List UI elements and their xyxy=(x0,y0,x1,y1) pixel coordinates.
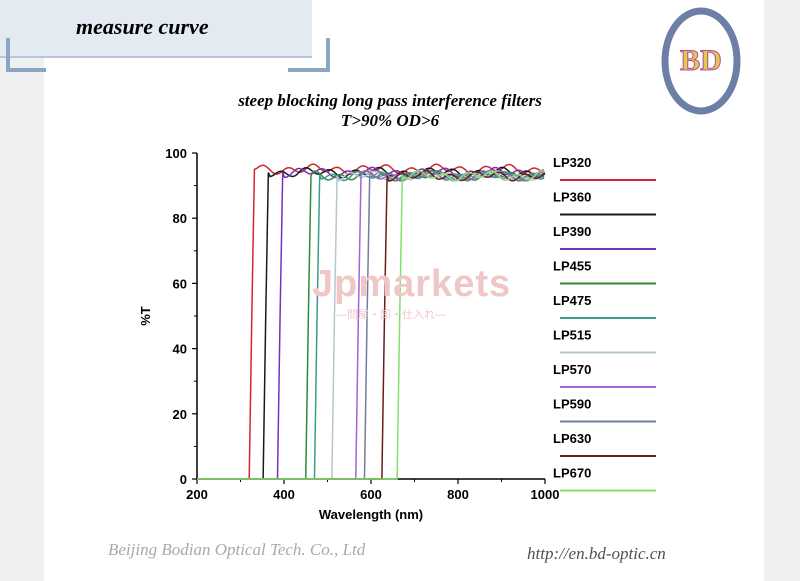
series-line-lp475 xyxy=(197,169,545,480)
x-tick-label: 1000 xyxy=(531,487,560,502)
chart-subtitle: T>90% OD>6 xyxy=(340,111,440,130)
logo-text: BD xyxy=(680,44,722,77)
legend-label-lp670: LP670 xyxy=(553,466,591,481)
header-title: measure curve xyxy=(76,14,209,39)
x-tick-label: 400 xyxy=(273,487,295,502)
legend-label-lp320: LP320 xyxy=(553,155,591,170)
series-line-lp630 xyxy=(197,169,545,480)
watermark-sub: —問屋・卸・仕入れ— xyxy=(336,309,446,321)
series-line-lp360 xyxy=(197,166,546,480)
watermark-main: Jpmarkets xyxy=(312,263,512,305)
bd-logo-icon: BD xyxy=(661,7,741,115)
legend-label-lp455: LP455 xyxy=(553,259,591,274)
legend-label-lp590: LP590 xyxy=(553,397,591,412)
header-bracket-left xyxy=(6,38,46,72)
y-tick-label: 80 xyxy=(173,211,187,226)
legend-label-lp360: LP360 xyxy=(553,190,591,205)
x-tick-label: 200 xyxy=(186,487,208,502)
y-tick-label: 60 xyxy=(173,276,187,291)
x-tick-label: 800 xyxy=(447,487,469,502)
series-line-lp590 xyxy=(197,170,544,480)
footer-url[interactable]: http://en.bd-optic.cn xyxy=(527,544,666,563)
y-tick-label: 100 xyxy=(165,146,187,161)
y-tick-label: 20 xyxy=(173,407,187,422)
left-background-strip xyxy=(0,0,44,581)
x-tick-label: 600 xyxy=(360,487,382,502)
legend-label-lp390: LP390 xyxy=(553,224,591,239)
legend-label-lp515: LP515 xyxy=(553,328,591,343)
legend-label-lp630: LP630 xyxy=(553,431,591,446)
watermark: Jpmarkets —問屋・卸・仕入れ— xyxy=(312,263,511,322)
series-line-lp670 xyxy=(197,169,546,480)
right-background-strip xyxy=(764,0,800,581)
series-line-lp515 xyxy=(197,170,545,480)
header-banner: measure curve xyxy=(0,0,312,58)
y-axis-label: %T xyxy=(138,306,153,326)
x-axis-label: Wavelength (nm) xyxy=(319,507,423,522)
footer-company: Beijing Bodian Optical Tech. Co., Ltd xyxy=(108,540,366,559)
series-line-lp455 xyxy=(197,170,545,480)
legend-label-lp570: LP570 xyxy=(553,362,591,377)
y-tick-label: 0 xyxy=(180,472,187,487)
y-tick-label: 40 xyxy=(173,342,187,357)
series-line-lp570 xyxy=(197,169,545,480)
legend-label-lp475: LP475 xyxy=(553,293,591,308)
header-bracket-right xyxy=(288,38,330,72)
chart-title: steep blocking long pass interference fi… xyxy=(238,91,542,110)
series-line-lp390 xyxy=(197,166,545,480)
